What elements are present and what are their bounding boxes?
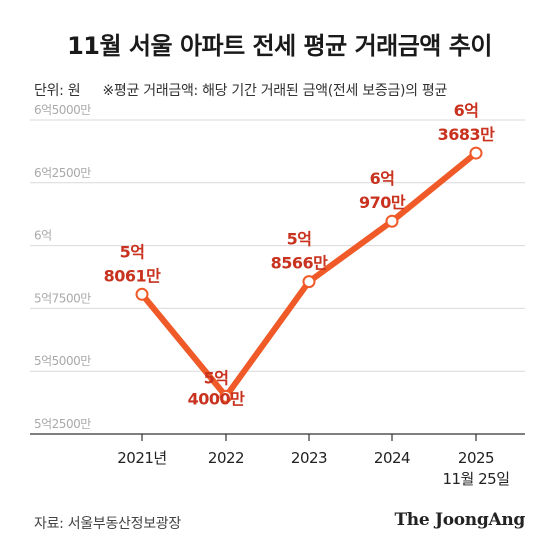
y-tick-label: 6억	[34, 229, 52, 243]
data-point	[469, 146, 483, 160]
y-tick-label: 5억2500만	[34, 417, 91, 431]
data-point	[219, 389, 233, 403]
data-label: 5억	[204, 368, 229, 387]
x-tick-label: 2024	[374, 449, 410, 467]
chart-note: 단위: 원 ※평균 거래금액: 해당 기간 거래된 금액(전세 보증금)의 평균	[34, 80, 447, 100]
data-label: 6억	[454, 101, 479, 120]
series-line	[139, 150, 479, 400]
definition-note: ※평균 거래금액: 해당 기간 거래된 금액(전세 보증금)의 평균	[102, 83, 448, 99]
data-label: 4000만	[188, 389, 246, 408]
x-tick-label: 2022	[208, 449, 244, 467]
publisher-logo: The JoongAng	[394, 510, 525, 530]
data-label: 8061만	[104, 266, 162, 285]
y-tick-label: 5억5000만	[34, 354, 91, 368]
data-label: 5억	[120, 242, 145, 261]
data-point	[385, 214, 399, 228]
chart-title: 11월 서울 아파트 전세 평균 거래금액 추이	[67, 32, 492, 60]
data-point	[135, 287, 149, 301]
x-tick-label: 2021년	[117, 449, 166, 467]
source-note: 자료: 서울부동산정보광장	[34, 516, 181, 532]
data-point	[302, 275, 316, 289]
y-tick-label: 5억7500만	[34, 291, 91, 305]
x-tick-label: 2023	[291, 449, 327, 467]
y-tick-label: 6억5000만	[34, 103, 91, 117]
data-label: 970만	[359, 193, 406, 212]
data-label: 3683만	[438, 125, 496, 144]
unit-note: 단위: 원	[34, 83, 81, 99]
y-tick-label: 6억2500만	[34, 166, 91, 180]
x-tick-sublabel: 11월 25일	[442, 470, 509, 488]
data-label: 8566만	[271, 254, 329, 273]
data-label: 5억	[287, 230, 312, 249]
x-tick-label: 2025	[458, 449, 494, 467]
data-label: 6억	[370, 169, 395, 188]
